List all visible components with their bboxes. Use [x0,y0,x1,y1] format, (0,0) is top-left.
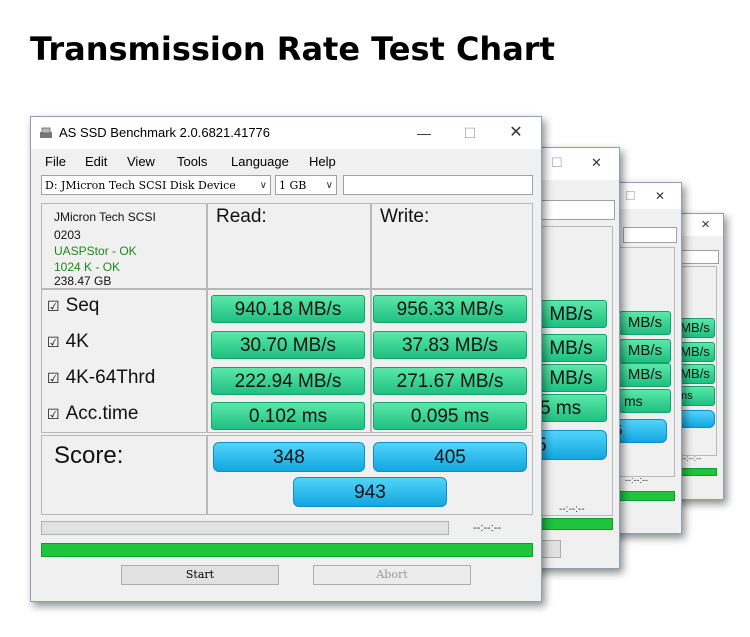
window-title: AS SSD Benchmark 2.0.6821.41776 [59,125,271,140]
maximize-icon[interactable]: ☐ [463,125,477,141]
elapsed-time: --:--:-- [681,454,702,463]
elapsed-time: --:--:-- [473,522,502,534]
menu-view[interactable]: View [127,154,155,169]
size-combo[interactable] [541,200,615,220]
driver-status: UASPStor - OK [54,244,137,258]
result-cell: ms [619,389,671,413]
score-write: 405 [373,442,527,472]
drive-select[interactable]: D: JMicron Tech SCSI Disk Device ∨ [41,175,271,195]
size-select-value: 1 GB [279,179,307,192]
size-combo[interactable] [623,227,677,243]
total-progress-track [41,543,533,557]
result-cell: MB/s [675,318,715,338]
menu-help[interactable]: Help [309,154,336,169]
chevron-down-icon: ∨ [259,180,267,191]
maximize-icon[interactable]: ☐ [625,189,636,203]
device-firmware: 0203 [54,228,81,242]
4k64-write-value: 271.67 MB/s [373,367,527,395]
score-cell: 5 [531,430,607,460]
score-label-panel: Score: [41,435,207,515]
total-progress-fill [41,543,533,557]
read-header-panel: Read: [207,203,371,289]
start-button[interactable] [541,540,561,558]
chevron-down-icon: ∨ [325,180,333,191]
result-cell: MB/s [619,311,671,335]
result-cell: MB/s [619,363,671,387]
alignment-status: 1024 K - OK [54,260,121,274]
titlebar: AS SSD Benchmark 2.0.6821.41776 — ☐ ✕ [31,117,541,149]
checkbox-checked-icon: ☑ [47,335,60,351]
benchmark-window: AS SSD Benchmark 2.0.6821.41776 — ☐ ✕ Fi… [30,116,542,602]
menu-tools[interactable]: Tools [177,154,208,169]
size-select[interactable]: 1 GB ∨ [275,175,337,195]
device-info-panel: JMicron Tech SCSI 0203 UASPStor - OK 102… [41,203,207,289]
4k64-read-value: 222.94 MB/s [211,367,365,395]
test-4k64-label: 4K-64Thrd [65,367,156,388]
progress-bar [541,518,613,530]
read-header: Read: [216,206,267,227]
abort-button[interactable]: Abort [313,565,471,585]
page-headline: Transmission Rate Test Chart [30,30,555,68]
write-header: Write: [380,206,430,227]
checkbox-checked-icon: ☑ [47,299,60,315]
device-capacity: 238.47 GB [54,274,112,288]
test-seq-checkbox[interactable]: ☑ Seq [47,295,99,317]
device-model: JMicron Tech SCSI [54,210,156,224]
close-icon[interactable]: ✕ [591,155,602,170]
drive-select-value: D: JMicron Tech SCSI Disk Device [45,179,236,192]
menu-edit[interactable]: Edit [85,154,108,169]
close-icon[interactable]: ✕ [509,124,523,141]
close-icon[interactable]: ✕ [655,189,666,203]
minimize-icon[interactable]: — [417,125,431,141]
result-cell: MB/s [535,364,607,392]
test-progress-bar [41,521,449,535]
elapsed-time: --:--:-- [559,504,585,515]
elapsed-time: --:--:-- [625,475,648,485]
4k-write-value: 37.83 MB/s [373,331,527,359]
score-total: 943 [293,477,447,507]
test-acctime-label: Acc.time [65,403,139,424]
menu-bar: File Edit View Tools Language Help [31,151,541,173]
app-icon [39,126,53,138]
result-cell: MB/s [535,300,607,328]
score-read: 348 [213,442,365,472]
menu-file[interactable]: File [45,154,66,169]
seq-write-value: 956.33 MB/s [373,295,527,323]
maximize-icon[interactable]: ☐ [551,155,563,170]
size-combo[interactable] [681,250,719,264]
write-header-panel: Write: [371,203,533,289]
seq-read-value: 940.18 MB/s [211,295,365,323]
result-cell: 5 ms [535,394,607,422]
checkbox-checked-icon: ☑ [47,407,60,423]
acctime-write-value: 0.095 ms [373,402,527,430]
score-label: Score: [54,442,124,469]
test-4k-checkbox[interactable]: ☑ 4K [47,331,89,353]
close-icon[interactable]: ✕ [701,219,711,231]
start-button[interactable]: Start [121,565,279,585]
checkbox-checked-icon: ☑ [47,371,60,387]
4k-read-value: 30.70 MB/s [211,331,365,359]
test-4k-label: 4K [65,331,89,352]
test-seq-label: Seq [65,295,100,316]
acctime-read-value: 0.102 ms [211,402,365,430]
test-acctime-checkbox[interactable]: ☑ Acc.time [47,403,138,425]
tests-label-panel [41,289,207,433]
result-cell: MB/s [619,339,671,363]
menu-language[interactable]: Language [231,154,289,169]
result-cell: MB/s [535,334,607,362]
progress-bar [619,491,675,501]
test-4k64-checkbox[interactable]: ☑ 4K-64Thrd [47,367,155,389]
name-input[interactable] [343,175,533,195]
